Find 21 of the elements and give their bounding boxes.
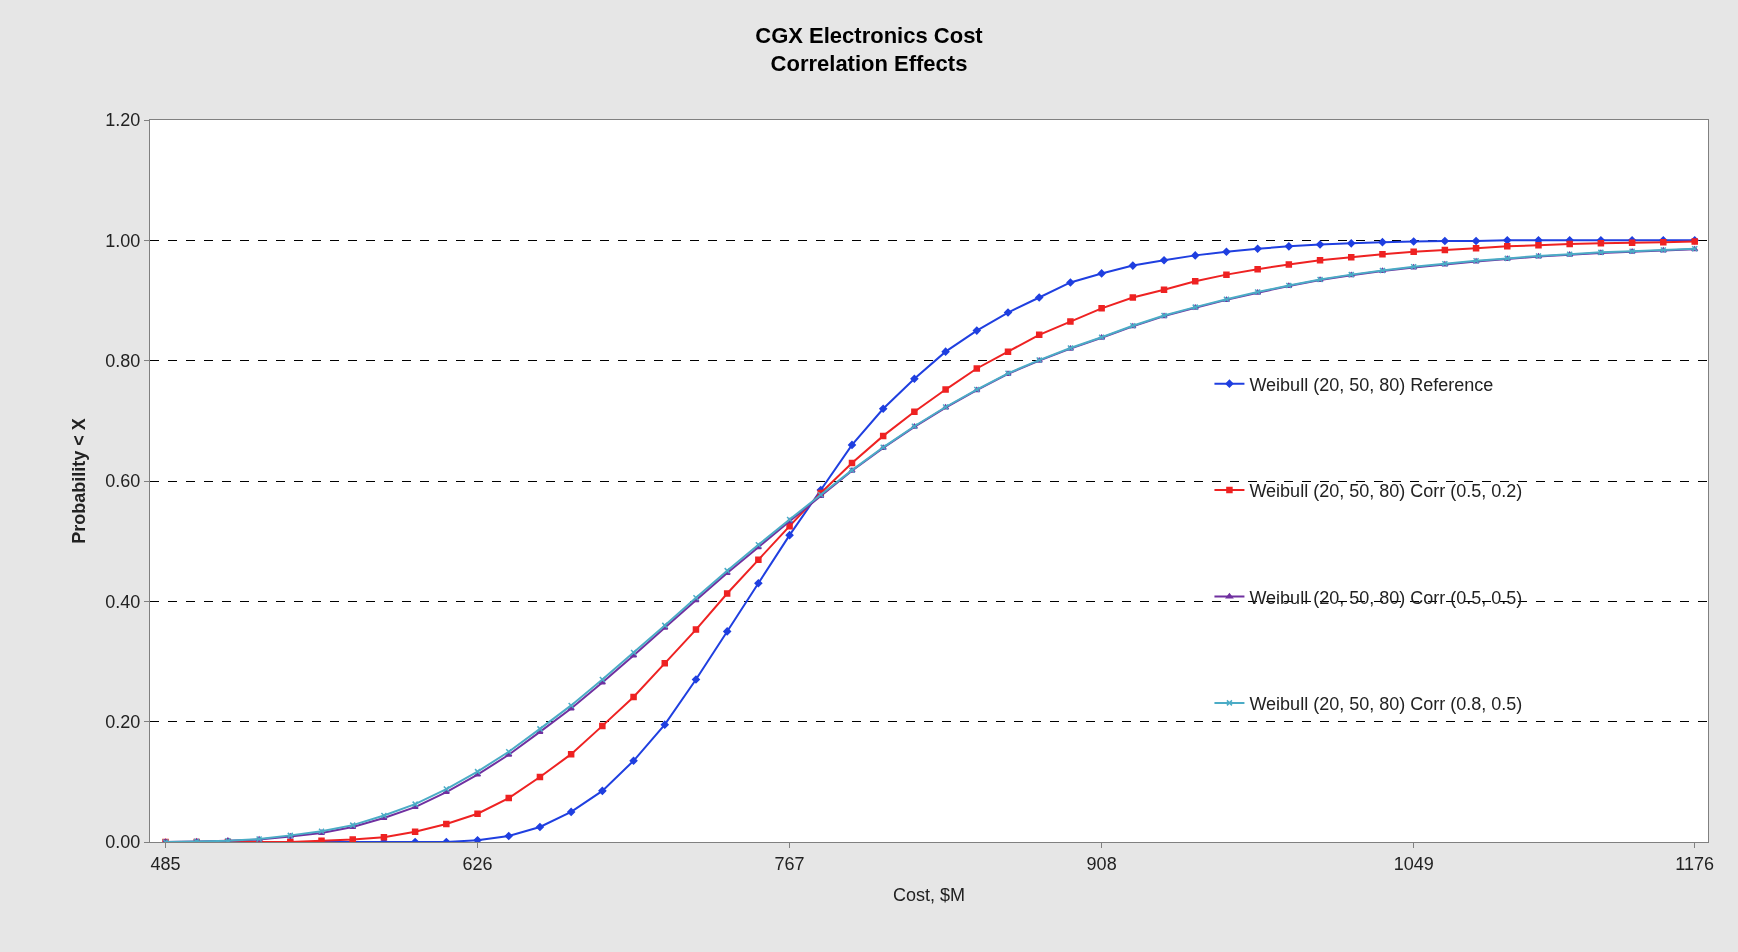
- chart-title: CGX Electronics Cost: [755, 22, 984, 48]
- chart-subtitle: Correlation Effects: [770, 51, 968, 77]
- x-tick-label: 1176: [1675, 853, 1715, 874]
- legend-label: Weibull (20, 50, 80) Corr (0.8, 0.5): [1249, 693, 1523, 714]
- x-tick-label: 767: [774, 853, 805, 874]
- y-axis-title: Probability < X: [68, 418, 89, 544]
- y-tick-label: 0.40: [105, 591, 141, 612]
- legend-label: Weibull (20, 50, 80) Reference: [1249, 374, 1494, 395]
- x-tick-label: 908: [1086, 853, 1117, 874]
- y-tick-label: 0.60: [105, 471, 141, 492]
- y-tick-label: 1.20: [105, 110, 141, 131]
- x-tick-label: 1049: [1393, 853, 1434, 874]
- x-tick-label: 626: [462, 853, 493, 874]
- y-tick-label: 1.00: [105, 230, 141, 251]
- x-axis-title: Cost, $M: [892, 884, 966, 905]
- legend-label: Weibull (20, 50, 80) Corr (0.5, 0.2): [1249, 481, 1523, 502]
- y-tick-label: 0.20: [105, 711, 141, 732]
- x-tick-label: 485: [150, 853, 181, 874]
- legend-label: Weibull (20, 50, 80) Corr (0.5, 0.5): [1249, 587, 1523, 608]
- y-tick-label: 0.00: [105, 832, 141, 853]
- y-tick-label: 0.80: [105, 350, 141, 371]
